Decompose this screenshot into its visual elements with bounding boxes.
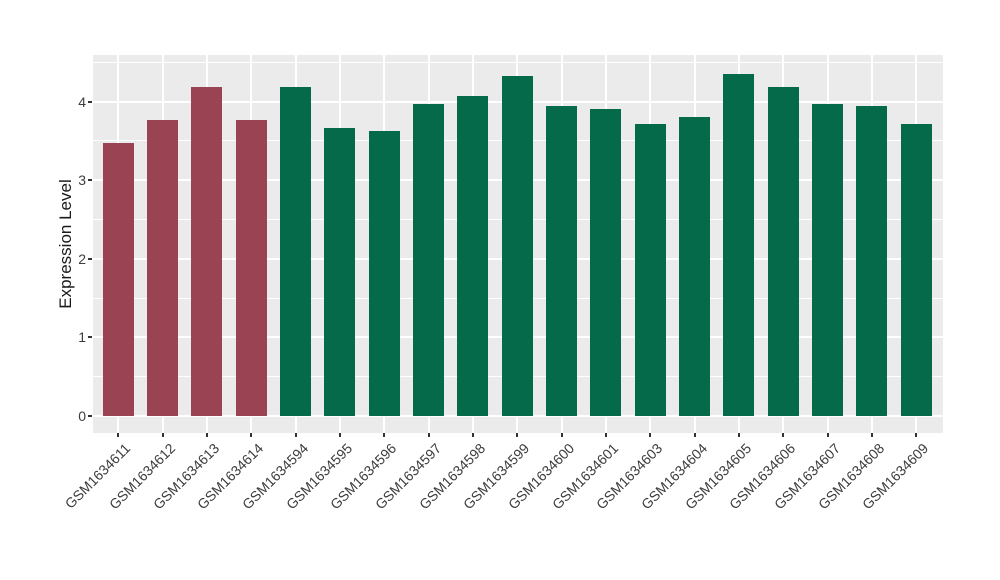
x-tick [427,433,430,437]
bar-GSM1634605 [723,74,755,416]
x-tick [915,433,918,437]
bar-GSM1634601 [590,108,622,416]
bar-GSM1634596 [368,131,400,416]
x-tick [782,433,785,437]
x-tick [250,433,253,437]
bar-GSM1634612 [147,119,179,416]
bar-GSM1634594 [280,87,312,416]
y-tick-label: 4 [78,93,86,110]
bar-GSM1634599 [501,75,533,416]
plot-panel [93,55,943,433]
bar-GSM1634595 [324,127,356,416]
x-tick [870,433,873,437]
bar-GSM1634598 [457,96,489,416]
y-tick [88,336,92,339]
x-tick [649,433,652,437]
bar-GSM1634600 [546,106,578,416]
y-tick [88,257,92,260]
bar-GSM1634609 [900,123,932,416]
x-tick [737,433,740,437]
x-tick [294,433,297,437]
bar-GSM1634606 [767,87,799,416]
y-tick-label: 1 [78,329,86,346]
y-tick [88,100,92,103]
x-tick [471,433,474,437]
bar-GSM1634614 [235,119,267,416]
y-axis-title: Expression Level [56,179,75,309]
x-tick [161,433,164,437]
x-tick [560,433,563,437]
bar-GSM1634604 [679,116,711,416]
y-tick-label: 3 [78,172,86,189]
y-tick [88,179,92,182]
x-tick [826,433,829,437]
bar-GSM1634603 [634,123,666,416]
x-tick [117,433,120,437]
x-tick [383,433,386,437]
y-tick [88,415,92,417]
bar-GSM1634611 [102,143,134,416]
x-tick [604,433,607,437]
x-tick [516,433,519,437]
bar-GSM1634608 [856,106,888,416]
bar-GSM1634597 [413,103,445,416]
x-tick [693,433,696,437]
bar-GSM1634607 [812,103,844,416]
y-tick-label: 2 [78,250,86,267]
bar-GSM1634613 [191,87,223,416]
x-tick-label: GSM1634609 [859,440,932,513]
y-tick-label: 0 [78,408,86,424]
x-tick [338,433,341,437]
x-tick [205,433,208,437]
